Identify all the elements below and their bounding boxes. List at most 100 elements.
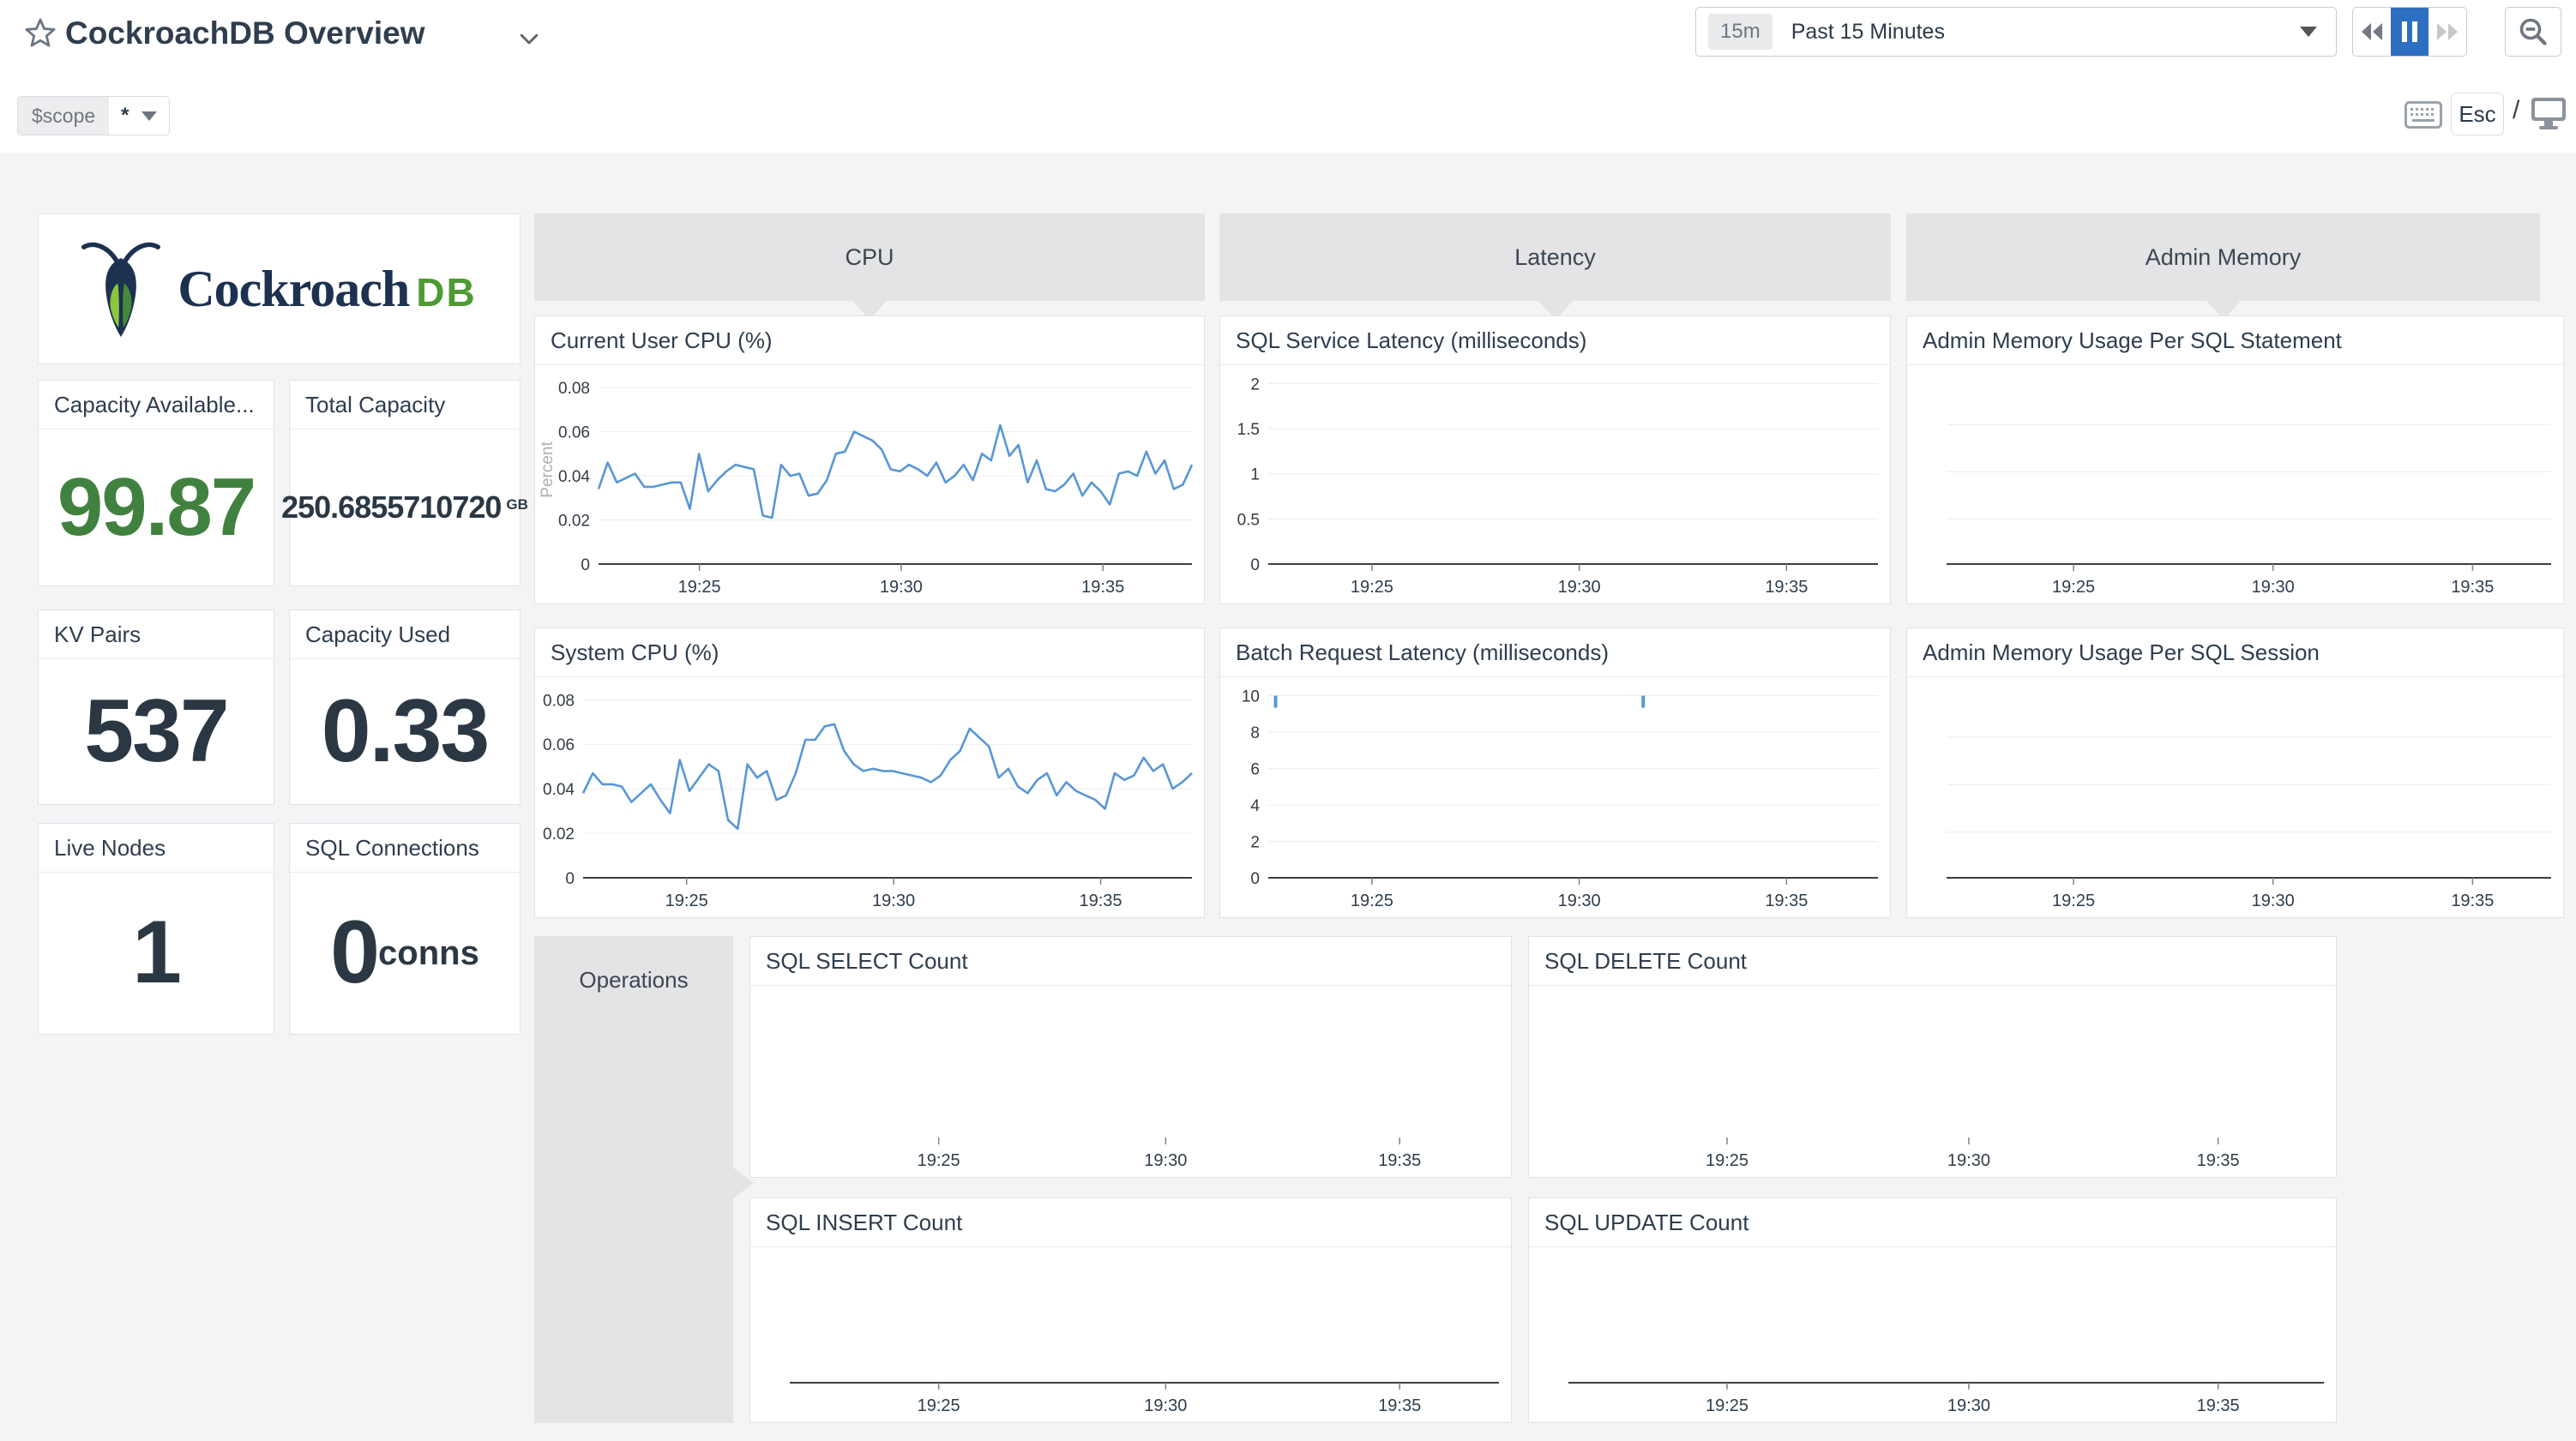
query-value-total-capacity[interactable]: Total Capacity 250.6855710720 GB (281, 380, 528, 586)
scope-variable-value: * (121, 104, 129, 127)
svg-text:19:35: 19:35 (2451, 578, 2494, 597)
group-notch (852, 301, 887, 320)
group-notch (1538, 301, 1573, 320)
chart-title: System CPU (%) (535, 628, 1204, 677)
svg-text:19:25: 19:25 (1351, 578, 1393, 597)
group-header-cpu[interactable]: CPU (534, 213, 1205, 320)
chart-title: SQL INSERT Count (750, 1198, 1511, 1247)
keyboard-shortcuts-icon[interactable] (2404, 101, 2442, 133)
tv-mode-icon[interactable] (2530, 96, 2567, 135)
card-title: Capacity Available... (39, 381, 274, 429)
svg-text:0.02: 0.02 (543, 826, 575, 844)
chart-card-sql-delete-count[interactable]: SQL DELETE Count 19:25 19:30 19:35 (1528, 936, 2337, 1178)
chart-plot-sql-insert-count: 19:25 19:30 19:35 (750, 1247, 1511, 1422)
scope-caret-icon (141, 111, 157, 121)
chart-card-admin-memory-session[interactable]: Admin Memory Usage Per SQL Session 19:25… (1906, 627, 2564, 918)
group-header-latency[interactable]: Latency (1219, 213, 1891, 320)
chart-plot-current-user-cpu: 0 0.02 0.04 0.06 0.08 19:25 19:30 19:35 Percent (535, 365, 1204, 603)
query-value-sql-connections[interactable]: SQL Connections 0 conns (289, 823, 521, 1035)
svg-text:19:35: 19:35 (2451, 892, 2494, 910)
chart-card-sql-insert-count[interactable]: SQL INSERT Count 19:25 19:30 19:35 (749, 1198, 1512, 1423)
value-text: 0 (330, 903, 380, 1002)
query-value-kv-pairs[interactable]: KV Pairs 537 (38, 609, 274, 805)
value-text: 537 (84, 681, 230, 781)
logo-db-suffix: DB (416, 269, 477, 315)
group-header-label: CPU (845, 243, 894, 270)
chart-title: Batch Request Latency (milliseconds) (1220, 628, 1890, 677)
time-range-selector[interactable]: 15m Past 15 Minutes (1695, 7, 2337, 57)
slash-separator: / (2513, 96, 2520, 124)
title-chevron-down-icon[interactable] (515, 26, 544, 56)
svg-text:Percent: Percent (539, 441, 557, 498)
svg-text:19:25: 19:25 (665, 892, 708, 910)
chart-title: Admin Memory Usage Per SQL Session (1907, 628, 2563, 677)
svg-text:19:35: 19:35 (1081, 578, 1124, 597)
svg-text:19:30: 19:30 (1947, 1151, 1990, 1170)
page-header: CockroachDB Overview 15m Past 15 Minutes (0, 0, 2576, 82)
svg-text:8: 8 (1250, 724, 1260, 742)
svg-text:19:35: 19:35 (1079, 892, 1122, 910)
svg-text:4: 4 (1250, 797, 1260, 815)
chart-card-current-user-cpu[interactable]: Current User CPU (%) 0 0.02 0.04 0.06 0.08 19… (534, 315, 1205, 604)
cockroachdb-logo-card: Cockroach DB (38, 213, 521, 364)
chart-card-sql-service-latency[interactable]: SQL Service Latency (milliseconds) 0 0.5 1… (1219, 315, 1891, 604)
zoom-out-button[interactable] (2505, 7, 2561, 57)
rewind-button[interactable] (2353, 8, 2391, 56)
chart-card-sql-select-count[interactable]: SQL SELECT Count 19:25 19:30 19:35 (749, 936, 1512, 1178)
pause-button[interactable] (2391, 8, 2429, 56)
svg-text:19:25: 19:25 (918, 1396, 960, 1415)
chart-card-admin-memory-statement[interactable]: Admin Memory Usage Per SQL Statement 19:… (1906, 315, 2564, 604)
esc-key[interactable]: Esc (2451, 93, 2504, 135)
svg-text:19:25: 19:25 (2052, 892, 2095, 910)
svg-text:19:35: 19:35 (2197, 1396, 2240, 1415)
svg-text:19:30: 19:30 (1558, 892, 1601, 910)
zoom-out-icon (2519, 18, 2547, 45)
chart-card-sql-update-count[interactable]: SQL UPDATE Count 19:25 19:30 19:35 (1528, 1198, 2337, 1423)
cockroach-bug-icon (81, 242, 161, 338)
time-playback-controls (2352, 7, 2467, 57)
chart-plot-system-cpu: 0 0.02 0.04 0.06 0.08 19:25 19:30 19:35 (535, 677, 1204, 917)
group-header-label: Operations (579, 967, 689, 993)
svg-text:19:35: 19:35 (2197, 1151, 2240, 1170)
svg-text:19:25: 19:25 (918, 1151, 960, 1170)
svg-text:0.5: 0.5 (1237, 511, 1260, 529)
value-text: 99.87 (57, 460, 256, 553)
svg-text:19:35: 19:35 (1765, 578, 1808, 597)
svg-text:2: 2 (1250, 375, 1260, 393)
query-value-live-nodes[interactable]: Live Nodes 1 (38, 823, 274, 1035)
svg-text:19:25: 19:25 (678, 578, 721, 597)
group-header-label: Admin Memory (2145, 243, 2302, 270)
card-title: SQL Connections (290, 824, 520, 873)
chart-plot-sql-delete-count: 19:25 19:30 19:35 (1529, 986, 2336, 1177)
svg-text:0.08: 0.08 (558, 380, 590, 398)
svg-text:6: 6 (1250, 761, 1260, 779)
svg-text:1.5: 1.5 (1237, 421, 1260, 439)
svg-text:19:30: 19:30 (2252, 578, 2295, 597)
value-text: 0.33 (321, 681, 490, 781)
svg-text:0: 0 (1250, 870, 1260, 888)
svg-text:19:30: 19:30 (1144, 1396, 1187, 1415)
chart-card-system-cpu[interactable]: System CPU (%) 0 0.02 0.04 0.06 0.08 19:25 19:… (534, 627, 1205, 918)
card-title: Live Nodes (39, 824, 274, 873)
svg-text:19:25: 19:25 (1351, 892, 1393, 910)
time-range-caret-icon (2300, 27, 2317, 37)
template-variable-scope[interactable]: $scope * (17, 96, 170, 135)
query-value-capacity-available[interactable]: Capacity Available... 99.87 (38, 380, 274, 586)
card-title: Capacity Used (290, 610, 520, 659)
group-header-operations[interactable]: Operations (534, 936, 754, 1423)
svg-text:19:30: 19:30 (1947, 1396, 1990, 1415)
value-unit: conns (378, 934, 479, 972)
svg-text:0.02: 0.02 (558, 513, 590, 531)
svg-text:10: 10 (1242, 688, 1260, 706)
query-value-capacity-used[interactable]: Capacity Used 0.33 (289, 609, 521, 805)
time-range-badge: 15m (1708, 14, 1773, 50)
fast-forward-button[interactable] (2429, 8, 2466, 56)
chart-card-batch-request-latency[interactable]: Batch Request Latency (milliseconds) 0 2 4… (1219, 627, 1891, 918)
favorite-star-icon[interactable] (22, 15, 58, 56)
svg-text:0.06: 0.06 (543, 736, 575, 754)
group-header-admin-memory[interactable]: Admin Memory (1906, 213, 2540, 320)
svg-text:19:30: 19:30 (2252, 892, 2295, 910)
group-header-label: Latency (1514, 243, 1596, 270)
svg-text:19:30: 19:30 (1558, 578, 1601, 597)
svg-text:19:35: 19:35 (1765, 892, 1808, 910)
